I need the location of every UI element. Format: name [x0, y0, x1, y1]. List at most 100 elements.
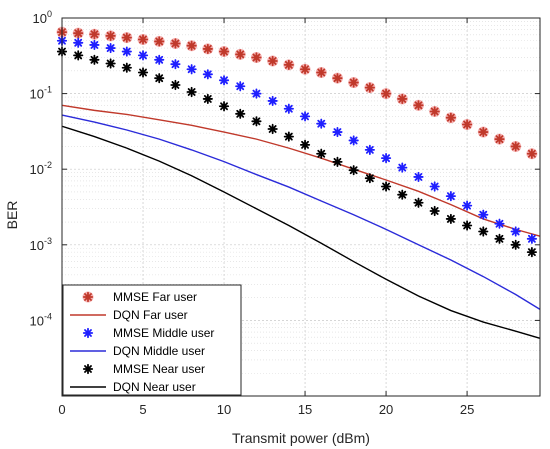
y-tick-label: 10-4 — [30, 311, 52, 328]
legend: MMSE Far user DQN Far user MMSE Middle use… — [62, 284, 242, 396]
y-tick-labels: 10-4 10-3 10-2 10-1 100 — [30, 9, 52, 328]
data-point — [380, 153, 392, 164]
data-point — [251, 88, 262, 99]
data-point — [218, 75, 230, 86]
data-point — [461, 220, 473, 231]
series-dqn-middle-user — [61, 114, 541, 310]
y-tick-label: 10-1 — [30, 85, 52, 102]
x-tick-label: 5 — [139, 402, 146, 417]
data-point — [137, 33, 149, 45]
legend-marker-swatch — [82, 363, 94, 375]
legend-label: MMSE Far user — [113, 290, 197, 304]
data-point — [73, 37, 84, 48]
data-point — [202, 69, 213, 80]
data-point — [348, 165, 359, 176]
data-point — [332, 126, 343, 138]
data-point — [153, 35, 165, 47]
series-dqn-near-user-line — [61, 125, 541, 339]
data-point — [186, 64, 197, 75]
data-point — [526, 247, 537, 258]
data-point — [73, 50, 84, 61]
data-point — [494, 233, 505, 244]
data-point — [170, 79, 181, 91]
data-point — [315, 67, 327, 79]
data-point — [316, 118, 327, 129]
data-point — [461, 200, 473, 211]
data-point — [235, 108, 246, 119]
data-point — [510, 226, 521, 237]
data-point — [105, 30, 117, 42]
data-point — [88, 28, 100, 40]
data-point — [218, 101, 230, 112]
legend-entry-dqn-middle-user: DQN Middle user — [70, 344, 205, 358]
data-point — [477, 126, 489, 138]
data-point — [348, 77, 360, 89]
data-point — [364, 82, 376, 94]
x-tick-label: 20 — [379, 402, 393, 417]
y-tick-label: 10-3 — [30, 236, 52, 253]
data-point — [429, 105, 441, 117]
data-point — [493, 133, 505, 145]
x-tick-labels: 0 5 10 15 20 25 — [58, 402, 474, 417]
legend-entry-mmse-far-user: MMSE Far user — [82, 290, 197, 304]
data-point — [202, 43, 214, 55]
legend-label: MMSE Middle user — [113, 326, 214, 340]
data-point — [380, 88, 392, 100]
y-axis-label: BER — [4, 201, 20, 230]
data-point — [380, 181, 392, 192]
data-point — [186, 40, 198, 52]
data-point — [170, 59, 181, 70]
y-tick-label: 100 — [33, 9, 52, 26]
series-mmse-middle-user — [56, 35, 537, 244]
data-point — [445, 213, 456, 225]
x-tick-label: 25 — [460, 402, 474, 417]
legend-label: DQN Near user — [113, 380, 196, 394]
data-point — [283, 131, 294, 142]
data-point — [397, 189, 408, 200]
data-point — [89, 54, 100, 65]
data-point — [283, 59, 295, 71]
data-point — [332, 156, 343, 167]
data-point — [121, 62, 132, 73]
data-point — [397, 162, 408, 173]
data-point — [510, 239, 521, 250]
data-point — [331, 72, 343, 84]
data-point — [316, 148, 327, 159]
data-point — [89, 39, 100, 51]
series-dqn-far-user-line — [61, 104, 541, 237]
data-point — [169, 37, 181, 49]
legend-entries: MMSE Far user DQN Far user MMSE Middle use… — [70, 290, 214, 394]
data-point — [510, 140, 522, 152]
data-point — [267, 55, 279, 67]
x-tick-label: 15 — [298, 402, 312, 417]
data-point — [137, 67, 149, 78]
data-point — [235, 81, 246, 92]
data-point — [445, 191, 456, 202]
data-point — [251, 116, 262, 127]
data-point — [121, 46, 132, 57]
data-point — [364, 144, 375, 156]
data-point — [234, 48, 246, 60]
data-point — [429, 181, 440, 192]
data-point — [526, 233, 537, 244]
data-point — [105, 42, 116, 54]
data-point — [105, 58, 116, 69]
data-point — [478, 226, 489, 237]
x-tick-label: 0 — [58, 402, 65, 417]
data-point — [154, 54, 165, 65]
data-point — [283, 103, 294, 114]
legend-marker-swatch — [82, 291, 94, 303]
data-point — [299, 139, 311, 150]
data-point — [413, 197, 424, 208]
legend-entry-dqn-far-user: DQN Far user — [70, 308, 188, 322]
legend-label: MMSE Near user — [113, 362, 205, 376]
data-point — [299, 111, 311, 122]
y-tick-label: 10-2 — [30, 160, 52, 177]
legend-entry-mmse-near-user: MMSE Near user — [82, 362, 205, 376]
series-dqn-middle-user-line — [61, 114, 541, 310]
legend-marker-swatch — [82, 327, 94, 339]
data-point — [364, 173, 375, 184]
data-point — [412, 99, 424, 111]
legend-entry-mmse-middle-user: MMSE Middle user — [82, 326, 214, 340]
legend-box — [62, 284, 242, 396]
